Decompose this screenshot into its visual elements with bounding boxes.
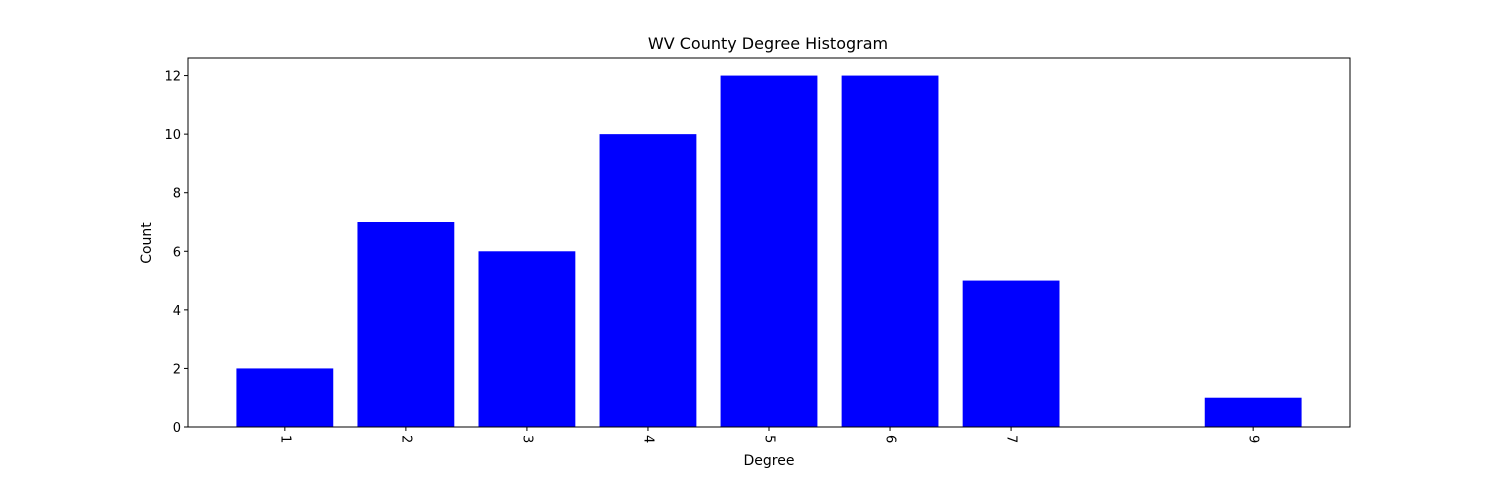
bar-degree-1	[236, 368, 334, 427]
bar-degree-5	[720, 75, 818, 428]
x-tick-label: 1	[277, 435, 292, 443]
y-tick-label: 2	[173, 362, 181, 377]
y-tick-label: 10	[164, 128, 181, 143]
y-tick-label: 8	[173, 187, 181, 202]
x-tick-label: 2	[398, 435, 413, 443]
bar-degree-7	[962, 280, 1060, 427]
x-axis-label: Degree	[744, 453, 795, 469]
bars-layer	[236, 75, 1302, 428]
x-tick-label: 5	[762, 435, 777, 443]
x-tick-label: 7	[1004, 435, 1019, 443]
bar-degree-2	[357, 222, 455, 427]
x-tick-label: 6	[883, 435, 898, 443]
x-axis-ticks: 1 2 3 4 5 6 7 9	[277, 427, 1261, 443]
y-axis-ticks: 0 2 4 6 8 10 12	[164, 70, 188, 436]
bar-degree-9	[1204, 397, 1302, 427]
y-tick-label: 4	[173, 304, 181, 319]
x-tick-label: 4	[640, 435, 655, 443]
x-tick-label: 3	[519, 435, 534, 443]
y-axis-label: Count	[139, 222, 155, 264]
y-tick-label: 6	[173, 245, 181, 260]
y-tick-label: 0	[173, 421, 181, 436]
bar-degree-6	[841, 75, 939, 428]
chart-title: WV County Degree Histogram	[648, 34, 888, 53]
y-tick-label: 12	[164, 70, 181, 85]
bar-degree-3	[478, 251, 576, 427]
plot-frame	[187, 57, 1351, 428]
bar-degree-4	[599, 134, 697, 427]
x-tick-label: 9	[1246, 435, 1261, 443]
